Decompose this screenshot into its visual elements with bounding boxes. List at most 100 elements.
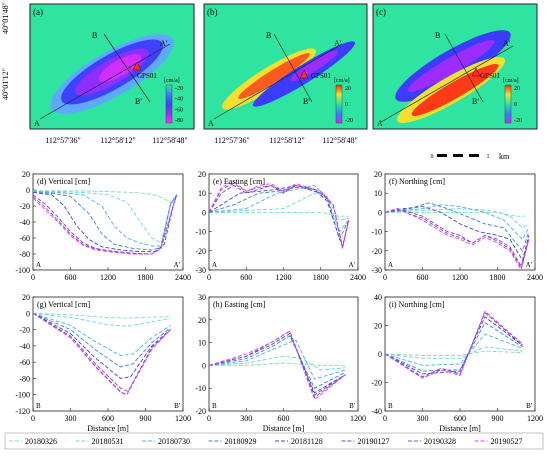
gps-station-label: GPS01	[137, 72, 157, 80]
y-tick-label: -20	[371, 379, 382, 388]
longitude-tick: 112°57'36"	[45, 136, 81, 145]
profile-corner-end: B'	[526, 402, 532, 410]
series-line-20180929	[384, 202, 530, 252]
y-tick-label: -30	[195, 266, 206, 275]
series-line-20181128	[32, 191, 178, 253]
y-tick-label: 20	[198, 170, 206, 179]
profile-corner-end: B'	[174, 402, 180, 410]
longitude-tick: 112°58'12"	[269, 136, 305, 145]
longitude-tick: 112°57'36"	[214, 136, 250, 145]
profile-end-label: A'	[160, 39, 168, 48]
y-tick-label: -30	[371, 266, 382, 275]
x-tick-label: 0	[31, 273, 35, 282]
x-tick-label: 1800	[313, 273, 329, 282]
series-line-20190328	[208, 330, 346, 399]
x-tick-label: 1800	[490, 273, 506, 282]
y-tick-label: -10	[195, 384, 206, 393]
profile-corner-start: B	[388, 402, 393, 410]
y-tick-label: -40	[371, 407, 382, 416]
y-tick-label: -10	[195, 228, 206, 237]
y-tick-label: 0	[26, 186, 30, 195]
y-tick-label: 40	[374, 293, 382, 302]
map-panel-c	[372, 3, 538, 130]
x-tick-label: 2400	[350, 273, 366, 282]
map-texts: (a) B A' A B' GPS01 (b) B A' A B' GPS01 (c) B A' A B' GPS…	[1, 2, 511, 161]
series-line-20180326	[384, 350, 523, 356]
longitude-tick: 112°58'48"	[152, 136, 188, 145]
y-tick-label: -100	[15, 266, 30, 275]
series-line-20180929	[208, 335, 346, 389]
series-line-20181128	[384, 206, 530, 262]
map-panel-b	[203, 3, 368, 130]
series-line-20181128	[384, 316, 523, 375]
y-tick-label: -40	[19, 218, 30, 227]
chart-title: (h) Easting [cm]	[213, 300, 266, 309]
x-tick-label: 1200	[100, 273, 116, 282]
colorbar-tick: 20	[345, 86, 351, 92]
x-tick-label: 1200	[527, 414, 543, 423]
x-tick-label: 900	[315, 414, 327, 423]
x-tick-label: 300	[417, 414, 429, 423]
series-line-20190127	[384, 311, 523, 378]
colorbar-tick: 0	[514, 102, 517, 108]
y-tick-label: 10	[198, 339, 206, 348]
y-tick-label: 20	[374, 170, 382, 179]
series-line-20190127	[384, 208, 530, 268]
series-line-20180531	[208, 355, 346, 371]
series-line-20181128	[208, 185, 350, 249]
colorbar-tick: -20	[514, 118, 522, 124]
y-tick-label: 20	[22, 293, 30, 302]
plot-area	[32, 173, 184, 271]
series-line-20180730	[384, 204, 530, 241]
map-a-cross-line	[103, 33, 151, 103]
y-tick-label: 0	[202, 361, 206, 370]
x-axis-label: Distance [m]	[263, 424, 305, 433]
map-b-gps-marker	[299, 69, 309, 79]
colorbar-unit: [cm/a]	[164, 78, 180, 84]
y-tick-label: -100	[15, 391, 30, 400]
plot-area	[384, 173, 536, 271]
x-tick-label: 300	[65, 414, 77, 423]
series-line-20180730	[208, 185, 350, 233]
x-tick-label: 0	[207, 414, 211, 423]
scale-bar-segment	[437, 154, 447, 157]
x-tick-label: 1200	[175, 414, 191, 423]
map-b-red-band	[238, 53, 310, 99]
profile-corner-end: A'	[526, 261, 532, 269]
x-axis-label: Distance [m]	[439, 424, 481, 433]
series-line-20180326	[209, 362, 346, 366]
x-tick-label: 600	[65, 273, 77, 282]
x-tick-label: 0	[207, 273, 211, 282]
series-line-20180326	[32, 312, 171, 319]
chart-title: (f) Northing [cm]	[389, 177, 445, 186]
gps-station-label: GPS01	[480, 72, 500, 80]
colorbar-tick: -20	[175, 86, 183, 92]
scale-bar-end: 1	[487, 154, 490, 160]
profile-start-label: A	[377, 119, 383, 128]
y-tick-label: -20	[19, 326, 30, 335]
profile-corner-start: A	[36, 261, 41, 269]
x-tick-label: 1200	[276, 273, 292, 282]
profile-end-label: A'	[503, 39, 511, 48]
x-tick-label: 0	[383, 273, 387, 282]
gps-station-label: GPS01	[311, 72, 331, 80]
y-tick-label: -20	[195, 407, 206, 416]
longitude-tick: 112°58'12"	[100, 136, 136, 145]
legend: 20180326 20180531 20180730 20180929 20181128…	[4, 432, 544, 450]
x-tick-label: 600	[454, 414, 466, 423]
colorbar-tick: 0	[345, 102, 348, 108]
colorbar: [cm/a] 20 0 -20	[334, 78, 353, 124]
y-tick-label: -120	[15, 407, 30, 416]
series-line-20180730	[384, 333, 523, 366]
y-tick-label: -20	[371, 247, 382, 256]
y-tick-label: 0	[26, 309, 30, 318]
x-tick-label: 2400	[175, 273, 191, 282]
legend-label: 20180730	[158, 437, 190, 446]
y-tick-label: -20	[195, 247, 206, 256]
colorbar-unit: [cm/a]	[503, 78, 519, 84]
map-c-profile-line	[380, 45, 514, 123]
